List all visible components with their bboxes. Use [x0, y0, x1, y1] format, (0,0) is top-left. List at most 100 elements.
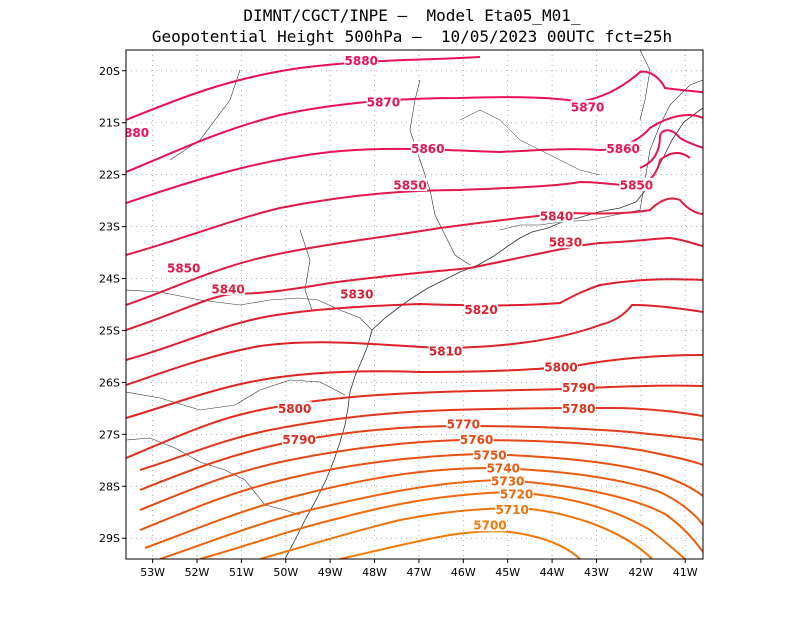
lat-tick-label: 28S: [99, 480, 120, 493]
contour-label-bg: [561, 401, 596, 415]
contour-5700: [339, 530, 581, 559]
lat-tick-label: 27S: [99, 428, 120, 441]
contour-label-bg: [166, 261, 201, 275]
lat-tick-label: 22S: [99, 169, 120, 182]
lat-tick-label: 26S: [99, 376, 120, 389]
lon-tick-label: 44W: [540, 566, 565, 579]
lon-tick-label: 48W: [362, 566, 387, 579]
contour-label-bg: [472, 448, 507, 462]
contour-label-5870: 5870: [571, 101, 604, 115]
contour-5860: [126, 114, 703, 204]
contour-lines: [126, 56, 703, 559]
lon-tick-label: 41W: [673, 566, 698, 579]
contour-label-bg: [428, 344, 463, 358]
contour-label-bg: [606, 141, 641, 155]
lon-tick-label: 50W: [273, 566, 298, 579]
chart-title-line1: DIMNT/CGCT/INPE – Model Eta05_M01_: [243, 6, 581, 25]
contour-5880: [126, 56, 481, 121]
contour-label-5840: 5840: [540, 210, 573, 224]
contour-label-edge: 880: [124, 126, 149, 140]
contour-label-bg: [282, 432, 317, 446]
contour-5870: [126, 70, 703, 173]
contour-5720: [199, 490, 686, 559]
contour-5790: [126, 384, 703, 459]
contour-label-5730: 5730: [491, 475, 524, 489]
contour-label-5870: 5870: [367, 95, 400, 109]
lon-tick-label: 43W: [584, 566, 609, 579]
contour-label-5850: 5850: [167, 262, 200, 276]
contour-labels: 5880 5870 5860 5850 5840 5830 5820 5810 5800 5790…: [124, 53, 654, 533]
contour-5750: [139, 452, 703, 531]
lat-tick-label: 29S: [99, 532, 120, 545]
contour-label-5700: 5700: [473, 519, 506, 533]
contour-5810: [126, 303, 703, 386]
contour-5740: [144, 466, 703, 549]
lon-tick-label: 53W: [140, 566, 165, 579]
contour-5780: [139, 406, 703, 471]
contour-5840: [126, 197, 703, 306]
contour-label-5770: 5770: [447, 417, 480, 431]
lon-tick-label: 47W: [407, 566, 432, 579]
contour-label-5790: 5790: [282, 433, 315, 447]
contour-label-bg: [277, 401, 312, 415]
contour-label-bg: [499, 487, 534, 501]
contour-label-5760: 5760: [460, 433, 493, 447]
contour-label-5850: 5850: [393, 179, 426, 193]
contour-label-bg: [464, 302, 499, 316]
lat-tick-label: 21S: [99, 117, 120, 130]
lon-tick-label: 42W: [628, 566, 653, 579]
contour-label-5810: 5810: [429, 345, 462, 359]
contour-label-bg: [486, 461, 521, 475]
lat-tick-label: 23S: [99, 221, 120, 234]
contour-label-5830: 5830: [340, 288, 373, 302]
contour-label-bg: [344, 53, 379, 67]
contour-5850: [126, 152, 691, 256]
contour-label-5780: 5780: [562, 402, 595, 416]
contour-label-bg: [561, 380, 596, 394]
map-frame: [125, 49, 704, 560]
contour-label-5860: 5860: [411, 142, 444, 156]
lat-lon-grid: [126, 50, 703, 559]
contour-label-bg: [495, 502, 530, 516]
contour-label-5720: 5720: [500, 488, 533, 502]
lon-tick-label: 46W: [451, 566, 476, 579]
contour-label-5850: 5850: [620, 179, 653, 193]
contour-label-5800: 5800: [278, 402, 311, 416]
contour-label-bg: [548, 235, 583, 249]
axis-ticks: 20S 21S 22S 23S 24S 25S 26S 27S 28S 29S 53W 52W 51W 5…: [99, 65, 698, 579]
lat-tick-label: 24S: [99, 273, 120, 286]
contour-label-5880: 5880: [345, 54, 378, 68]
contour-label-bg: [339, 287, 374, 301]
lon-tick-label: 52W: [185, 566, 210, 579]
contour-5860b: [639, 129, 703, 169]
contour-label-5830: 5830: [549, 236, 582, 250]
lon-tick-label: 51W: [229, 566, 254, 579]
contour-label-bg: [543, 359, 578, 373]
contour-label-bg: [570, 100, 605, 114]
contour-5760: [139, 438, 703, 511]
contour-label-bg: [472, 518, 507, 532]
contour-label-5860: 5860: [606, 142, 639, 156]
contour-label-5820: 5820: [464, 303, 497, 317]
contour-5820: [126, 278, 703, 361]
chart-title-line2: Geopotential Height 500hPa – 10/05/2023 …: [151, 27, 673, 46]
lon-tick-label: 45W: [495, 566, 520, 579]
contour-label-bg: [366, 94, 401, 108]
contour-label-bg: [211, 281, 246, 295]
lon-tick-label: 49W: [318, 566, 343, 579]
contour-label-bg: [490, 474, 525, 488]
contour-label-bg: [446, 416, 481, 430]
lat-tick-label: 20S: [99, 65, 120, 78]
contour-label-bg: [539, 209, 574, 223]
contour-5800: [126, 354, 703, 419]
contour-label-5750: 5750: [473, 449, 506, 463]
lat-tick-label: 25S: [99, 324, 120, 337]
contour-label-5740: 5740: [487, 462, 520, 476]
contour-5730: [159, 478, 703, 559]
contour-label-5710: 5710: [495, 503, 528, 517]
contour-label-bg: [619, 178, 654, 192]
contour-label-bg: [410, 141, 445, 155]
coastline-borders: [126, 50, 703, 559]
contour-label-5790: 5790: [562, 381, 595, 395]
